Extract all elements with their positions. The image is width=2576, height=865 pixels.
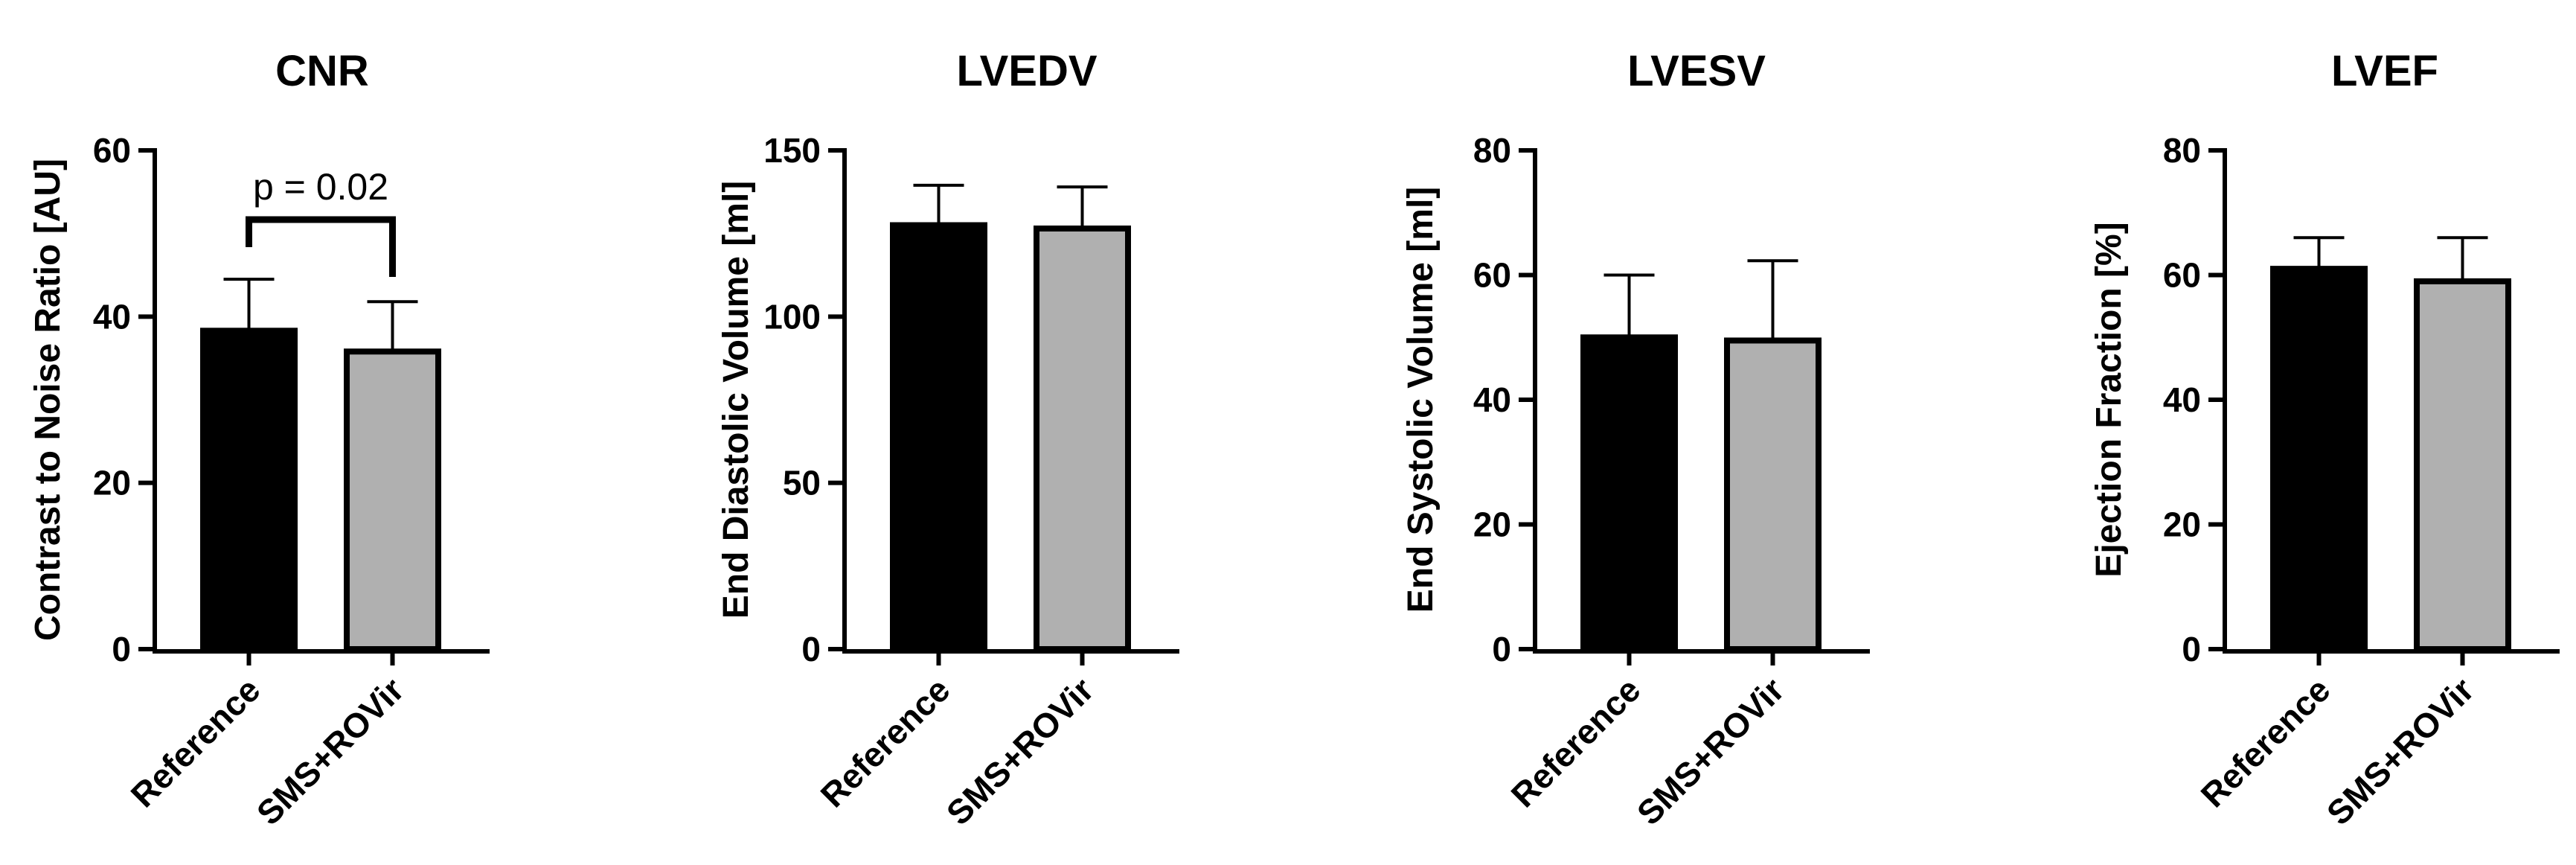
bar-sms-rovir <box>1724 337 1822 652</box>
chart-title: CNR <box>275 47 369 95</box>
y-tick-label: 40 <box>93 297 131 336</box>
x-category-label: Reference <box>2194 670 2338 814</box>
y-tick-label: 60 <box>2163 256 2201 295</box>
y-tick-label: 0 <box>1492 630 1511 668</box>
bar-sms-rovir <box>344 348 441 652</box>
bar-reference <box>200 328 298 652</box>
y-tick-label: 80 <box>2163 131 2201 170</box>
p-value-label: p = 0.02 <box>253 166 388 208</box>
significance-bracket <box>246 216 396 277</box>
panel-lvedv: LVEDV End Diastolic Volume [ml] ReferenceS… <box>717 47 1179 832</box>
y-axis-label: End Diastolic Volume [ml] <box>717 181 756 619</box>
y-tick-label: 60 <box>1473 256 1511 295</box>
bar-sms-rovir <box>1034 225 1131 652</box>
bar-reference <box>2270 266 2368 652</box>
x-category-label: Reference <box>124 670 268 814</box>
panel-cnr: CNR Contrast to Noise Ratio [AU] Reference… <box>28 47 490 832</box>
bar-sms-rovir <box>2414 278 2511 652</box>
x-category-label: SMS+ROVir <box>249 670 411 832</box>
y-tick-label: 0 <box>801 630 821 668</box>
y-tick-label: 0 <box>2182 630 2201 668</box>
chart-title: LVEF <box>2331 47 2438 95</box>
chart-title: LVEDV <box>956 47 1097 95</box>
y-tick-label: 100 <box>763 297 821 336</box>
y-tick-label: 0 <box>112 630 131 668</box>
bar-reference <box>890 222 987 652</box>
y-tick-label: 40 <box>2163 380 2201 419</box>
bar-reference <box>1580 334 1678 652</box>
x-category-label: SMS+ROVir <box>2319 670 2482 832</box>
panel-lvesv: LVESV End Systolic Volume [ml] ReferenceSM… <box>1401 47 1870 832</box>
y-tick-label: 20 <box>1473 505 1511 544</box>
y-tick-label: 50 <box>783 464 821 502</box>
x-category-label: SMS+ROVir <box>939 670 1101 832</box>
x-category-label: Reference <box>813 670 958 814</box>
y-tick-label: 40 <box>1473 380 1511 419</box>
y-tick-label: 20 <box>93 464 131 502</box>
x-category-label: SMS+ROVir <box>1630 670 1792 832</box>
y-axis-label: Contrast to Noise Ratio [AU] <box>28 159 68 641</box>
y-tick-label: 20 <box>2163 505 2201 544</box>
x-category-label: Reference <box>1504 670 1648 814</box>
y-axis-label: End Systolic Volume [ml] <box>1401 187 1441 613</box>
panel-lvef: LVEF Ejection Fraction [%] ReferenceSMS+RO… <box>2089 47 2560 832</box>
chart-title: LVESV <box>1627 47 1766 95</box>
y-tick-label: 150 <box>763 131 821 170</box>
y-axis-label: Ejection Fraction [%] <box>2089 222 2129 577</box>
y-tick-label: 80 <box>1473 131 1511 170</box>
y-tick-label: 60 <box>93 131 131 170</box>
